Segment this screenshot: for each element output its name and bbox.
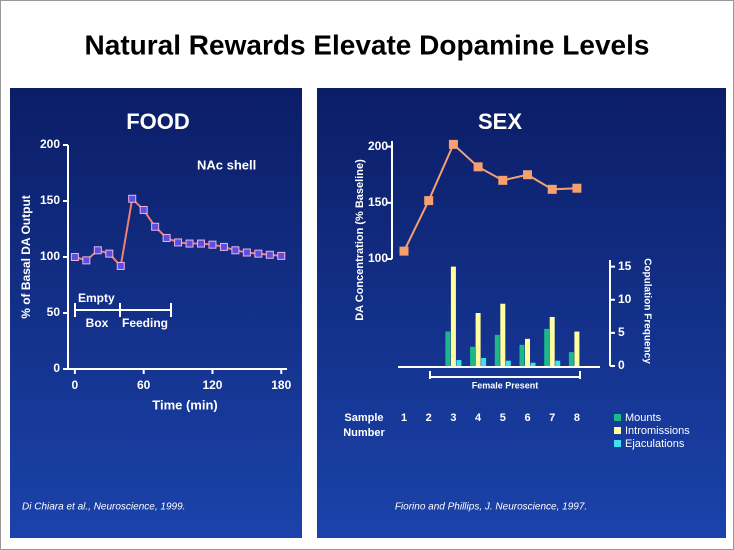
bar (500, 303, 506, 366)
y-tick-label: 200 (40, 137, 60, 151)
legend-swatch (614, 440, 621, 447)
source: Di Chiara et al., Neuroscience, 1999. (22, 502, 185, 513)
bar (494, 334, 500, 366)
y2-tick-label: 15 (618, 259, 632, 273)
data-point (116, 261, 125, 270)
data-point (242, 248, 251, 257)
y-tick-label: 150 (40, 193, 60, 207)
x-tick-label: 180 (271, 378, 291, 392)
y-tick-label: 100 (368, 251, 388, 265)
legend-label: Mounts (625, 412, 662, 424)
data-point (105, 249, 114, 258)
bar (544, 328, 550, 366)
bar (574, 331, 580, 366)
data-point (162, 233, 171, 242)
legend-label: Intromissions (625, 425, 690, 437)
data-point (254, 249, 263, 258)
bar (475, 313, 481, 366)
bar (555, 360, 561, 366)
x-tick-label: 5 (500, 412, 506, 424)
data-point (448, 139, 458, 149)
bar (456, 360, 462, 366)
y-tick-label: 50 (47, 305, 61, 319)
data-point (547, 184, 557, 194)
x-tick-label: 2 (426, 412, 432, 424)
legend-swatch (614, 427, 621, 434)
source: Fiorino and Phillips, J. Neuroscience, 1… (395, 502, 587, 513)
x-tick-label: 0 (72, 378, 79, 392)
panel (317, 88, 726, 538)
bar (470, 346, 476, 366)
data-point (70, 253, 79, 261)
panel (10, 88, 302, 538)
y-tick-label: 200 (368, 139, 388, 153)
annotation: Box (86, 316, 109, 330)
slide-title: Natural Rewards Elevate Dopamine Levels (85, 29, 650, 60)
x-tick-label: 120 (202, 378, 222, 392)
x-tick-label: 7 (549, 412, 555, 424)
data-point (277, 251, 286, 260)
y-axis-label: % of Basal DA Output (19, 195, 33, 319)
y-axis-label: DA Concentration (% Baseline) (354, 159, 366, 321)
y-tick-label: 150 (368, 195, 388, 209)
x-axis-label: Time (min) (152, 397, 218, 412)
x-tick-label: 4 (475, 412, 482, 424)
data-point (399, 246, 409, 256)
data-point (128, 194, 137, 203)
annotation: Empty (78, 291, 115, 305)
y2-axis-label: Copulation Frequency (641, 258, 652, 364)
bar (445, 331, 451, 366)
bar (549, 316, 555, 366)
data-point (572, 183, 582, 193)
y-tick-label: 0 (53, 361, 60, 375)
x-tick-label: 6 (524, 412, 530, 424)
data-point (174, 238, 183, 247)
data-point (473, 162, 483, 172)
annotation: Female Present (472, 380, 539, 390)
annotation: NAc shell (197, 157, 256, 172)
y2-tick-label: 10 (618, 292, 632, 306)
data-point (151, 222, 160, 231)
data-point (208, 240, 217, 249)
data-point (139, 205, 148, 214)
x-tick-label: 1 (401, 412, 407, 424)
y2-tick-label: 0 (618, 358, 625, 372)
data-point (231, 246, 240, 255)
x-axis-label: Sample Number (343, 412, 385, 439)
data-point (523, 170, 532, 180)
y-tick-label: 100 (40, 249, 60, 263)
bar (450, 266, 456, 366)
legend-swatch (614, 414, 621, 421)
data-point (424, 196, 434, 206)
bar (568, 352, 574, 366)
y2-tick-label: 5 (618, 325, 625, 339)
x-tick-label: 60 (137, 378, 151, 392)
data-point (265, 250, 274, 259)
data-point (185, 239, 194, 248)
data-point (93, 246, 102, 255)
data-point (197, 239, 206, 248)
bar (481, 358, 487, 366)
x-tick-label: 8 (574, 412, 580, 424)
data-point (219, 242, 228, 251)
x-tick-label: 3 (450, 412, 456, 424)
data-point (82, 256, 91, 265)
annotation: Feeding (122, 316, 168, 330)
legend-label: Ejaculations (625, 438, 685, 450)
chart-title: FOOD (126, 109, 190, 134)
bar (530, 362, 536, 366)
data-point (498, 175, 508, 185)
bar (505, 360, 511, 366)
bar (525, 338, 530, 366)
bar (519, 344, 525, 366)
chart-title: SEX (478, 109, 522, 134)
